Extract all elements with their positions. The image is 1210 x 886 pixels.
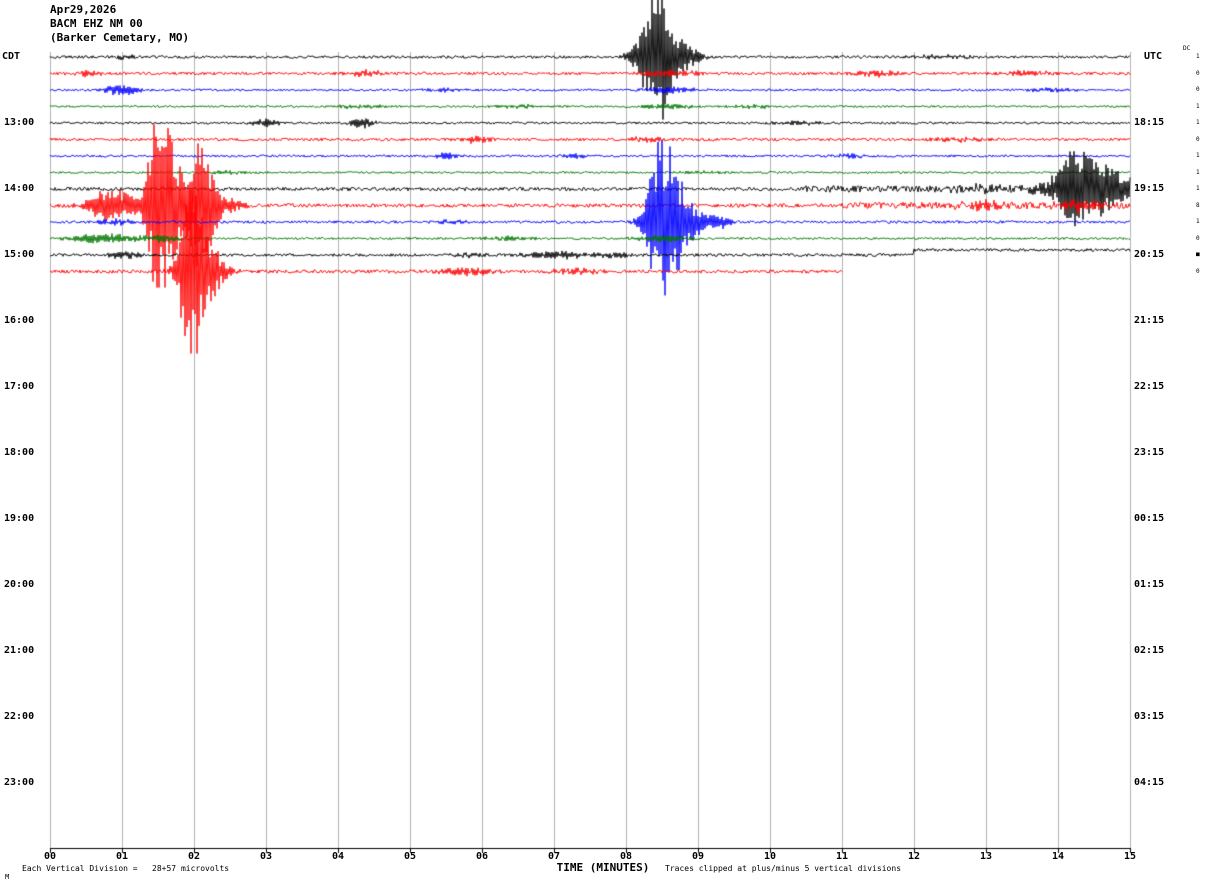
left-time-label: 21:00 — [4, 645, 35, 656]
dc-value: 1 — [1196, 53, 1200, 60]
right-time-label: 02:15 — [1134, 645, 1165, 656]
x-tick-label: 05 — [403, 851, 417, 862]
left-time-label: 23:00 — [4, 777, 35, 788]
x-tick-label: 14 — [1051, 851, 1065, 862]
x-tick-label: 00 — [43, 851, 57, 862]
x-tick-label: 02 — [187, 851, 201, 862]
x-tick-label: 08 — [619, 851, 633, 862]
left-time-label: 14:00 — [4, 183, 35, 194]
dc-value: 1 — [1196, 152, 1200, 159]
left-time-label: 16:00 — [4, 315, 35, 326]
left-time-label: 19:00 — [4, 513, 35, 524]
left-time-label: 22:00 — [4, 711, 35, 722]
location-title: (Barker Cemetary, MO) — [50, 31, 190, 44]
x-tick-label: 12 — [907, 851, 921, 862]
x-tick-label: 07 — [547, 851, 561, 862]
x-tick-label: 09 — [691, 851, 705, 862]
left-timezone-label: CDT — [2, 51, 21, 62]
date-title: Apr29,2026 — [50, 3, 117, 16]
x-tick-label: 10 — [763, 851, 777, 862]
right-time-label: 04:15 — [1134, 777, 1165, 788]
right-time-label: 18:15 — [1134, 117, 1165, 128]
right-time-label: 20:15 — [1134, 249, 1165, 260]
x-tick-label: 13 — [979, 851, 993, 862]
x-tick-label: 01 — [115, 851, 129, 862]
dc-value: 1 — [1196, 168, 1200, 176]
left-time-label: 15:00 — [4, 249, 35, 260]
dc-value: 1 — [1196, 185, 1200, 192]
station-title: BACM EHZ NM 00 — [50, 17, 143, 30]
dc-column-header: DC — [1183, 45, 1191, 52]
right-time-label: 21:15 — [1134, 315, 1165, 326]
dc-value: 0 — [1196, 135, 1200, 143]
right-time-label: 23:15 — [1134, 447, 1165, 458]
x-tick-label: 03 — [259, 851, 273, 862]
clip-note: Traces clipped at plus/minus 5 vertical … — [665, 864, 902, 873]
right-time-label: 19:15 — [1134, 183, 1165, 194]
right-time-label: 00:15 — [1134, 513, 1165, 524]
x-tick-label: 06 — [475, 851, 489, 862]
x-tick-label: 04 — [331, 851, 345, 862]
x-tick-label: 11 — [835, 851, 849, 862]
x-tick-label: 15 — [1123, 851, 1137, 862]
left-time-label: 20:00 — [4, 579, 35, 590]
right-time-label: 22:15 — [1134, 381, 1165, 392]
x-axis-title: TIME (MINUTES) — [556, 861, 650, 874]
dc-value: 1 — [1196, 102, 1200, 110]
corner-mark: M — [5, 873, 10, 881]
dc-value: 1 — [1196, 119, 1200, 126]
dc-value: 1 — [1196, 218, 1200, 225]
division-note: Each Vertical Division = 28+57 microvolt… — [22, 864, 230, 873]
dc-value: 0 — [1196, 69, 1200, 77]
right-timezone-label: UTC — [1144, 51, 1163, 62]
dc-value: 0 — [1196, 234, 1200, 242]
right-time-label: 01:15 — [1134, 579, 1165, 590]
right-time-label: 03:15 — [1134, 711, 1165, 722]
left-time-label: 18:00 — [4, 447, 35, 458]
left-time-label: 17:00 — [4, 381, 35, 392]
dc-value: 0 — [1196, 267, 1200, 275]
dc-value: ■ — [1196, 251, 1200, 258]
dc-value: 8 — [1196, 201, 1200, 209]
dc-value: 0 — [1196, 86, 1200, 93]
left-time-label: 13:00 — [4, 117, 35, 128]
